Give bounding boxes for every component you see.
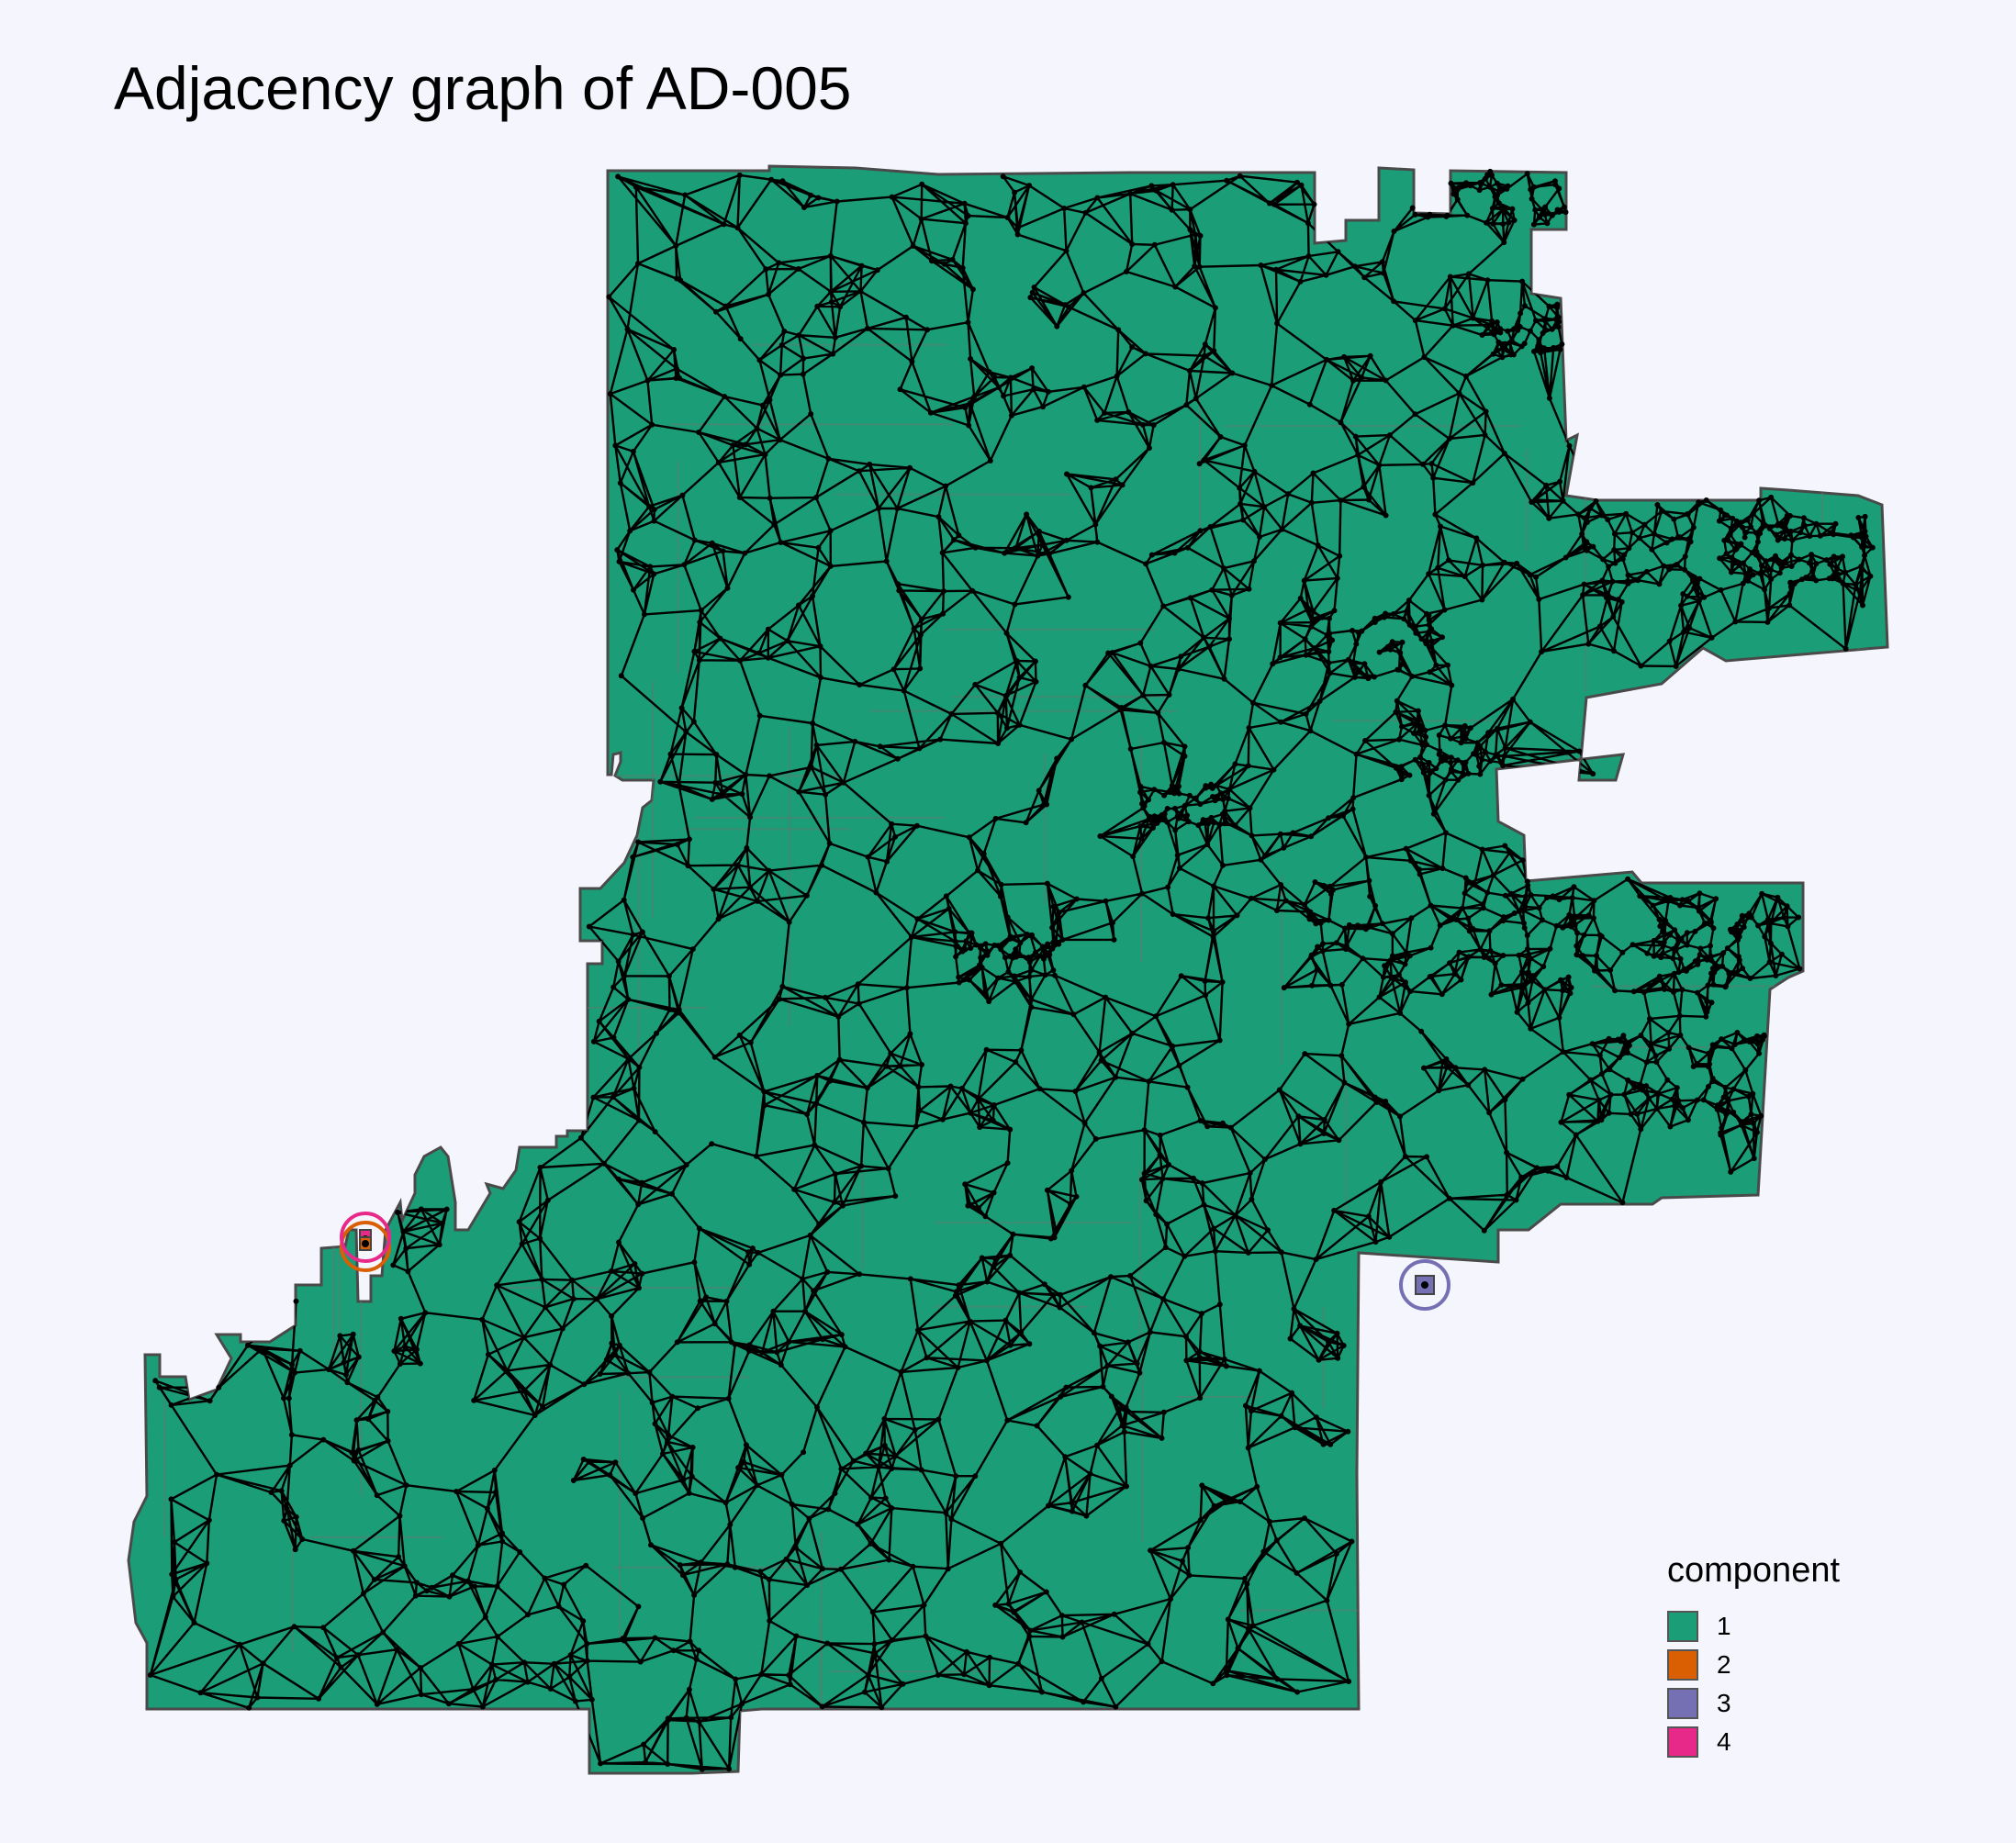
legend-key-1 [1667,1611,1698,1642]
legend-key-4 [1667,1726,1698,1758]
map-title: Adjacency graph of AD-005 [114,54,852,122]
legend-title: component [1667,1551,1841,1590]
component-4-ring [340,1212,391,1263]
component-4-marker [340,1212,391,1263]
legend-label-4: 4 [1717,1727,1731,1756]
graph-nodes [147,168,1876,1772]
legend-item-1: 1 [1667,1607,1840,1646]
legend-label-1: 1 [1717,1612,1731,1640]
legend-key-2 [1667,1649,1698,1681]
component-markers [340,1212,1450,1311]
legend-label-2: 2 [1717,1650,1731,1679]
legend-item-2: 2 [1667,1646,1840,1684]
legend-item-3: 3 [1667,1684,1840,1723]
legend-label-3: 3 [1717,1689,1731,1717]
isolated-node [362,1240,369,1247]
component-3-marker [1399,1259,1450,1311]
isolated-node [1421,1281,1428,1289]
legend: component 1 2 3 4 [1667,1551,1840,1761]
legend-item-4: 4 [1667,1723,1840,1761]
component-3-ring [1399,1259,1450,1311]
node-dots [147,168,1876,1772]
legend-key-3 [1667,1688,1698,1719]
